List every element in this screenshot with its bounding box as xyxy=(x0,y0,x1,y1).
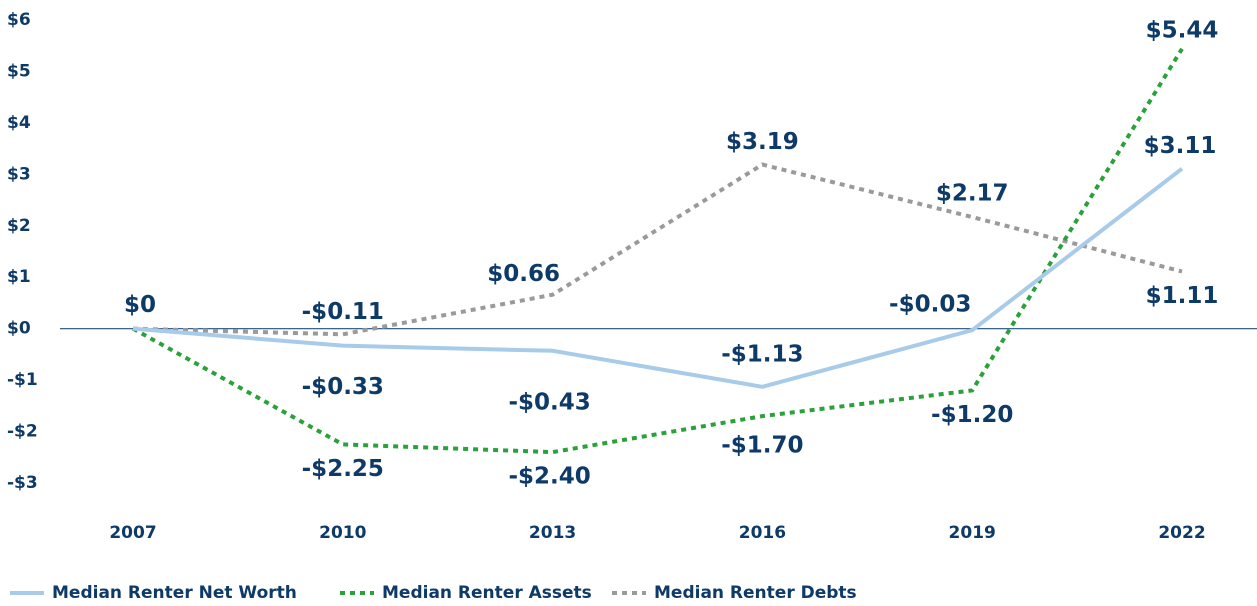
data-label: $2.17 xyxy=(936,181,1009,207)
y-tick-label: -$2 xyxy=(7,422,38,442)
series-line xyxy=(132,162,1183,337)
y-tick-label: $3 xyxy=(7,164,31,184)
data-label: -$0.33 xyxy=(302,374,384,400)
data-label: $3.19 xyxy=(726,129,799,155)
data-label: -$1.20 xyxy=(931,402,1013,428)
x-tick-label: 2013 xyxy=(529,523,576,543)
y-tick-label: $5 xyxy=(7,61,31,81)
data-label: $3.11 xyxy=(1144,133,1217,159)
series-line xyxy=(132,47,1184,455)
x-tick-label: 2019 xyxy=(949,523,996,543)
data-label: $5.44 xyxy=(1146,17,1219,43)
data-label: -$0.11 xyxy=(302,299,384,325)
data-label: -$2.25 xyxy=(302,456,384,482)
y-tick-label: $4 xyxy=(7,113,31,133)
data-label: $0 xyxy=(124,292,156,318)
legend-label: Median Renter Assets xyxy=(382,583,592,603)
x-tick-label: 2016 xyxy=(739,523,786,543)
data-label: -$0.43 xyxy=(508,389,590,415)
x-tick-label: 2022 xyxy=(1158,523,1205,543)
y-tick-label: $6 xyxy=(7,10,31,30)
y-tick-label: -$3 xyxy=(7,473,38,493)
x-tick-label: 2010 xyxy=(319,523,366,543)
legend-label: Median Renter Debts xyxy=(654,583,857,603)
data-label: $1.11 xyxy=(1146,283,1219,309)
y-tick-label: $0 xyxy=(7,319,31,339)
y-tick-label: $2 xyxy=(7,216,31,236)
data-label: -$1.13 xyxy=(721,341,803,367)
data-label: -$0.03 xyxy=(889,292,971,318)
data-label: -$2.40 xyxy=(508,464,590,490)
data-label: -$1.70 xyxy=(721,433,803,459)
y-tick-label: -$1 xyxy=(7,370,38,390)
series-line xyxy=(132,167,1184,389)
legend-label: Median Renter Net Worth xyxy=(52,583,297,603)
data-label: $0.66 xyxy=(487,261,560,287)
y-tick-label: $1 xyxy=(7,267,31,287)
x-tick-label: 2007 xyxy=(109,523,156,543)
